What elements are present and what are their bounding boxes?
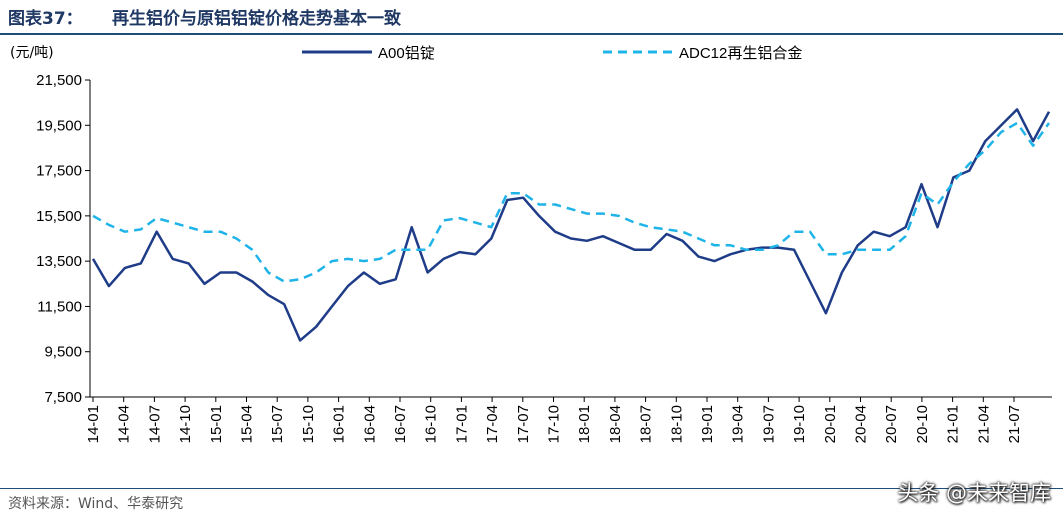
x-tick-label: 19-01 (699, 405, 716, 443)
x-axis-ticks: 14-01 14-04 14-07 14-10 15-01 15-04 15-07 15-10… (85, 397, 1023, 443)
y-tick-label: 9,500 (44, 344, 82, 361)
x-tick-label: 20-07 (883, 405, 900, 443)
y-axis-unit: (元/吨) (10, 45, 54, 61)
x-tick-label: 16-01 (331, 405, 348, 443)
y-tick-label: 21,500 (36, 72, 82, 89)
y-axis-ticks: 7,500 9,500 11,500 13,500 15,500 17,500 19,500… (36, 72, 90, 406)
legend-label-a00: A00铝锭 (378, 44, 435, 62)
legend-swatch-a00 (302, 50, 372, 54)
x-tick-label: 19-07 (760, 405, 777, 443)
x-tick-label: 21-07 (1006, 405, 1023, 443)
x-tick-label: 16-10 (423, 405, 440, 443)
legend-label-adc12: ADC12再生铝合金 (679, 44, 803, 62)
watermark: 头条 @未来智库 (897, 481, 1051, 505)
source-note: 资料来源：Wind、华泰研究 (8, 496, 184, 512)
x-tick-label: 17-04 (484, 405, 501, 443)
x-tick-label: 15-01 (208, 405, 225, 443)
footer-rule (0, 488, 1063, 489)
x-tick-label: 14-07 (146, 405, 163, 443)
figure-label: 图表37： (8, 9, 83, 29)
legend-item-adc12: ADC12再生铝合金 (603, 42, 802, 62)
x-tick-label: 15-10 (300, 405, 317, 443)
x-tick-label: 16-04 (361, 405, 378, 443)
x-tick-label: 14-04 (116, 405, 133, 443)
y-tick-label: 7,500 (44, 389, 82, 406)
y-tick-label: 15,500 (36, 208, 82, 225)
legend-swatch-adc12 (603, 50, 673, 54)
x-tick-label: 17-01 (453, 405, 470, 443)
legend-item-a00: A00铝锭 (302, 42, 435, 62)
x-tick-label: 14-01 (85, 405, 102, 443)
x-tick-label: 19-10 (791, 405, 808, 443)
x-tick-label: 18-01 (576, 405, 593, 443)
y-tick-label: 17,500 (36, 163, 82, 180)
x-tick-label: 21-04 (975, 405, 992, 443)
y-tick-label: 11,500 (37, 298, 82, 315)
x-tick-label: 16-07 (392, 405, 409, 443)
x-tick-label: 21-01 (945, 405, 962, 443)
figure-header: 图表37： 再生铝价与原铝铝锭价格走势基本一致 (0, 0, 1063, 35)
x-tick-label: 18-10 (668, 405, 685, 443)
x-tick-label: 18-04 (607, 405, 624, 443)
y-tick-label: 19,500 (36, 117, 82, 134)
x-tick-label: 19-04 (730, 405, 747, 443)
x-tick-label: 17-07 (515, 405, 532, 443)
chart-series (91, 108, 1051, 342)
price-chart: 7,500 9,500 11,500 13,500 15,500 17,500 19,500… (36, 72, 1052, 443)
x-tick-label: 18-07 (638, 405, 655, 443)
x-tick-label: 20-04 (853, 405, 870, 443)
y-tick-label: 13,500 (36, 253, 82, 270)
figure-title: 再生铝价与原铝铝锭价格走势基本一致 (112, 9, 401, 29)
series-line-a00 (91, 108, 1051, 342)
x-tick-label: 15-04 (239, 405, 256, 443)
x-tick-label: 17-10 (546, 405, 563, 443)
x-tick-label: 14-10 (177, 405, 194, 443)
series-line-adc12 (92, 121, 1051, 283)
x-tick-label: 20-10 (914, 405, 931, 443)
x-tick-label: 15-07 (269, 405, 286, 443)
x-tick-label: 20-01 (822, 405, 839, 443)
